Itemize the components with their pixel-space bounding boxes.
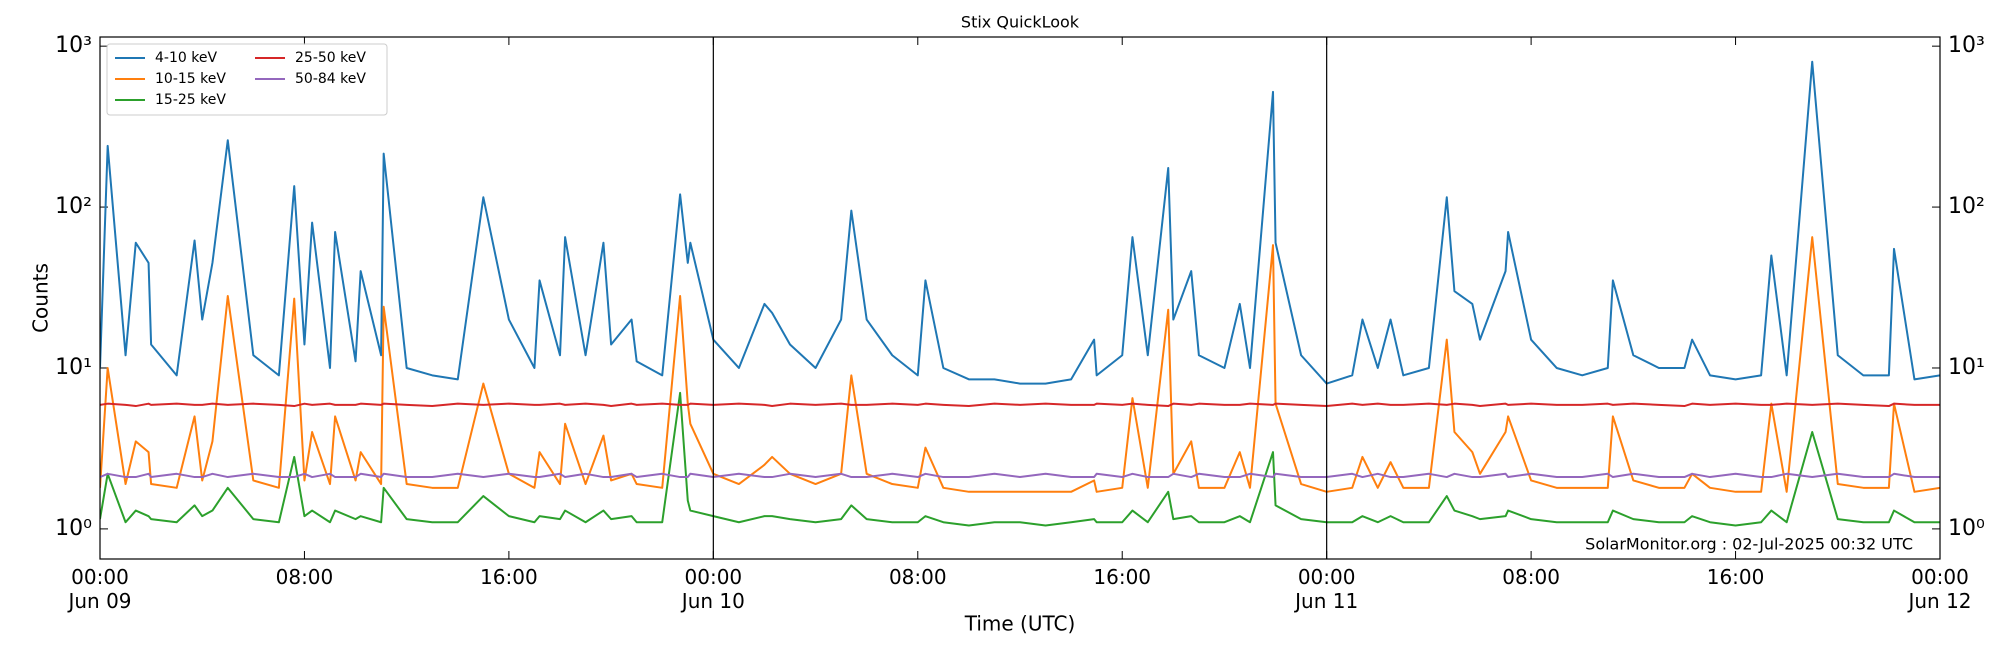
series-line [100,402,1940,408]
x-tick-label: 08:00 [1502,565,1560,589]
x-tick-label: 16:00 [1706,565,1765,589]
y-tick-label: 10¹ [55,355,92,380]
y-tick-label-right: 10⁰ [1948,516,1985,541]
x-tick-label: 08:00 [275,565,334,589]
x-tick-label: 00:00 Jun 11 [1295,565,1359,613]
x-tick-label: 16:00 [480,565,538,589]
legend-label: 10-15 keV [155,71,226,87]
axes-frame [99,36,1941,560]
y-tick-label-right: 10³ [1948,33,1985,58]
chart-title: Stix QuickLook [961,13,1080,32]
series-line [100,391,1940,527]
x-tick-label: 00:00 Jun 12 [1908,565,1972,613]
y-tick-label-right: 10¹ [1948,355,1985,380]
y-axis-label: Counts [29,263,53,333]
legend-label: 25-50 keV [295,50,366,66]
x-tick-label: 00:00 Jun 10 [681,565,745,613]
y-tick-label: 10⁰ [55,516,92,541]
y-tick-label: 10³ [55,33,92,58]
series-line [100,236,1940,493]
x-axis-label: Time (UTC) [964,612,1076,636]
x-tick-label: 08:00 [888,565,947,589]
plot-area [100,60,1940,527]
y-tick-label-right: 10² [1948,194,1985,219]
legend-label: 50-84 keV [295,71,366,87]
legend-label: 15-25 keV [155,92,226,108]
annotation: SolarMonitor.org : 02-Jul-2025 00:32 UTC [1585,535,1913,554]
legend-label: 4-10 keV [155,50,217,66]
y-tick-label: 10² [55,194,92,219]
x-tick-label: 16:00 [1093,565,1152,589]
x-tick-label: 00:00 Jun 09 [68,565,132,613]
series-line [100,60,1940,385]
series-line [100,472,1940,479]
legend-box [106,43,388,116]
